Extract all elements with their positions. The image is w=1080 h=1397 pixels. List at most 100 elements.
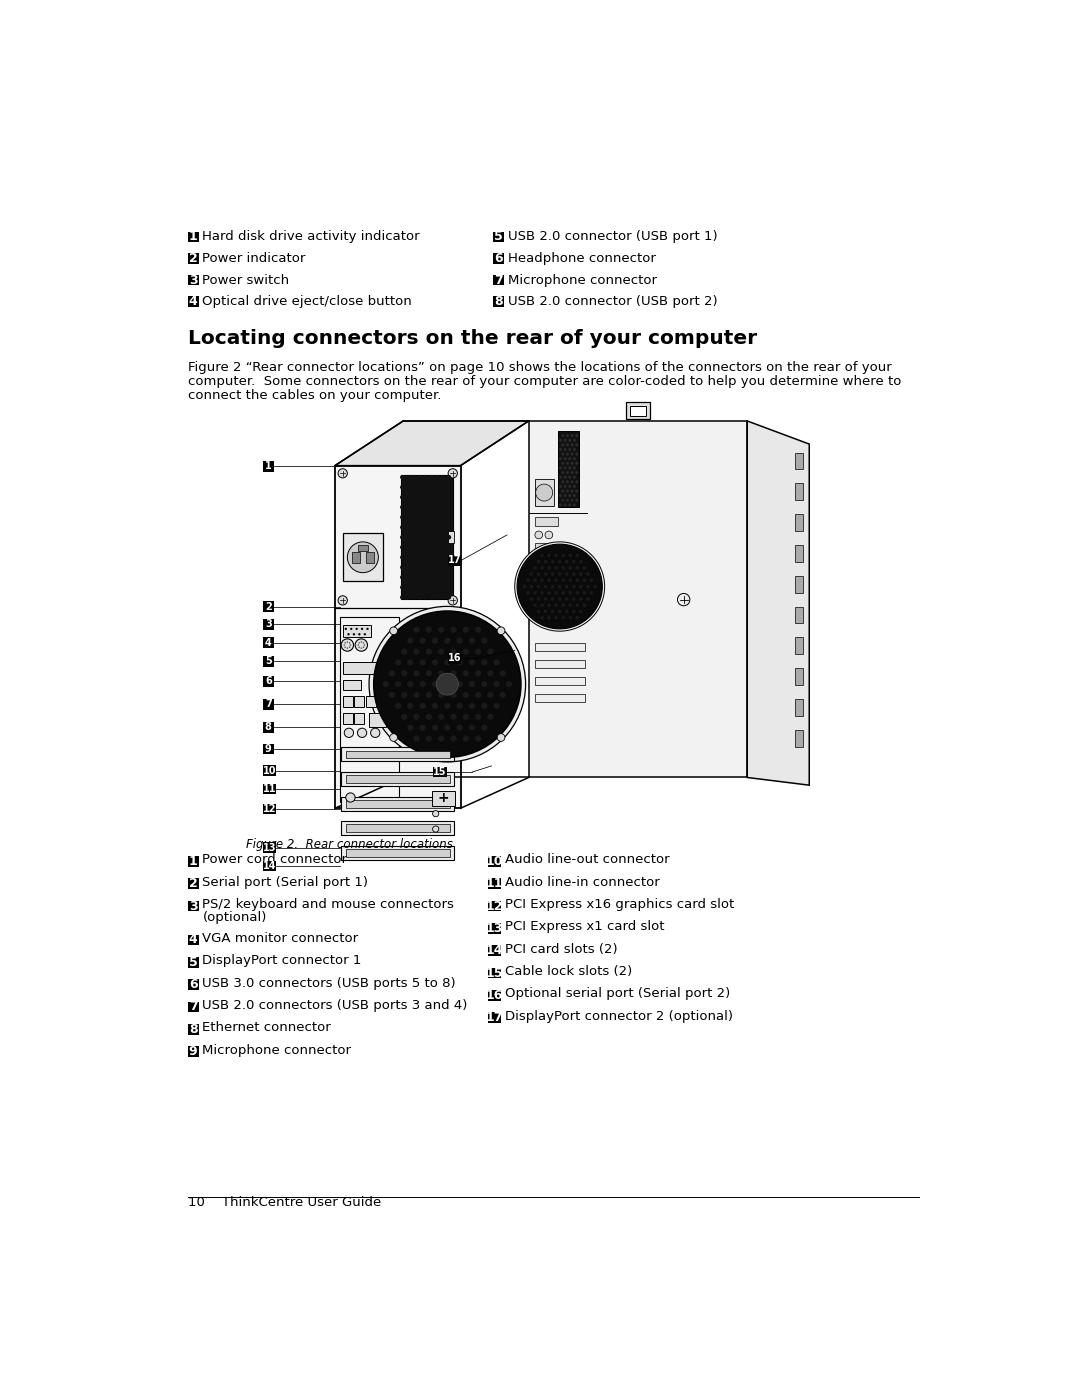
- Circle shape: [415, 520, 419, 524]
- Circle shape: [429, 585, 434, 590]
- Circle shape: [505, 682, 512, 687]
- Circle shape: [444, 590, 448, 595]
- Circle shape: [437, 560, 443, 564]
- Circle shape: [475, 648, 482, 655]
- Circle shape: [568, 503, 571, 507]
- Circle shape: [418, 545, 422, 549]
- Circle shape: [572, 503, 576, 507]
- Circle shape: [444, 510, 448, 514]
- Text: 14: 14: [262, 861, 276, 872]
- Circle shape: [444, 560, 448, 564]
- Text: connect the cables on your computer.: connect the cables on your computer.: [188, 388, 441, 401]
- Circle shape: [559, 448, 562, 451]
- Circle shape: [437, 539, 443, 545]
- Circle shape: [500, 692, 505, 698]
- Bar: [626, 402, 649, 419]
- Bar: [369, 712, 387, 726]
- Circle shape: [444, 725, 450, 731]
- Circle shape: [450, 627, 457, 633]
- Circle shape: [537, 585, 540, 588]
- Bar: [535, 543, 562, 550]
- Circle shape: [441, 545, 445, 549]
- Circle shape: [562, 462, 565, 465]
- Text: 5: 5: [189, 956, 198, 968]
- Circle shape: [544, 609, 548, 613]
- Circle shape: [415, 580, 419, 584]
- Circle shape: [408, 490, 414, 495]
- Bar: [401, 475, 453, 599]
- Circle shape: [418, 504, 422, 510]
- Circle shape: [432, 682, 438, 687]
- Circle shape: [349, 643, 350, 644]
- Circle shape: [359, 633, 361, 636]
- Circle shape: [579, 560, 582, 563]
- Text: 9: 9: [265, 745, 272, 754]
- Circle shape: [400, 535, 405, 539]
- Circle shape: [570, 481, 573, 483]
- Bar: [535, 479, 554, 506]
- Circle shape: [582, 604, 586, 606]
- Bar: [262, 601, 273, 612]
- Circle shape: [534, 604, 537, 606]
- Text: Audio line-out connector: Audio line-out connector: [504, 854, 670, 866]
- Circle shape: [411, 515, 416, 520]
- Circle shape: [438, 671, 444, 676]
- Bar: [795, 606, 804, 623]
- Circle shape: [420, 725, 426, 731]
- Circle shape: [350, 627, 352, 630]
- Circle shape: [572, 495, 576, 497]
- Bar: [188, 275, 199, 285]
- Circle shape: [475, 627, 482, 633]
- Circle shape: [432, 590, 436, 595]
- Bar: [795, 668, 804, 685]
- Circle shape: [401, 692, 407, 698]
- Circle shape: [432, 529, 436, 535]
- Text: 10: 10: [262, 766, 276, 775]
- Circle shape: [570, 434, 573, 437]
- Circle shape: [400, 564, 405, 570]
- Circle shape: [347, 641, 348, 643]
- Bar: [342, 696, 353, 707]
- Bar: [346, 849, 449, 856]
- Circle shape: [568, 439, 571, 441]
- Text: 12: 12: [486, 900, 503, 912]
- Text: Headphone connector: Headphone connector: [508, 251, 656, 265]
- Circle shape: [418, 564, 422, 570]
- Text: USB 3.0 connectors (USB ports 5 to 8): USB 3.0 connectors (USB ports 5 to 8): [202, 977, 456, 989]
- Circle shape: [568, 553, 572, 557]
- Circle shape: [403, 539, 407, 545]
- Circle shape: [427, 529, 431, 535]
- Circle shape: [457, 659, 462, 665]
- Bar: [335, 465, 460, 809]
- Circle shape: [593, 585, 597, 588]
- Circle shape: [423, 545, 428, 549]
- Circle shape: [562, 578, 565, 583]
- Circle shape: [427, 550, 431, 555]
- Circle shape: [566, 462, 569, 465]
- Circle shape: [414, 671, 420, 676]
- Circle shape: [406, 475, 410, 479]
- Text: Audio line-in connector: Audio line-in connector: [504, 876, 660, 888]
- Circle shape: [441, 504, 445, 510]
- Circle shape: [355, 627, 357, 630]
- Bar: [342, 534, 383, 581]
- Circle shape: [564, 467, 567, 469]
- Circle shape: [418, 555, 422, 560]
- Circle shape: [429, 564, 434, 570]
- Circle shape: [348, 633, 350, 636]
- Circle shape: [576, 462, 578, 465]
- Circle shape: [406, 564, 410, 570]
- Circle shape: [407, 637, 414, 644]
- Bar: [262, 461, 273, 472]
- Circle shape: [435, 515, 440, 520]
- Circle shape: [554, 566, 558, 570]
- Circle shape: [423, 535, 428, 539]
- Circle shape: [441, 485, 445, 489]
- Circle shape: [411, 585, 416, 590]
- Circle shape: [403, 490, 407, 495]
- Circle shape: [582, 578, 586, 583]
- Circle shape: [469, 703, 475, 710]
- Circle shape: [426, 735, 432, 742]
- Circle shape: [551, 560, 554, 563]
- Text: 14: 14: [486, 944, 503, 957]
